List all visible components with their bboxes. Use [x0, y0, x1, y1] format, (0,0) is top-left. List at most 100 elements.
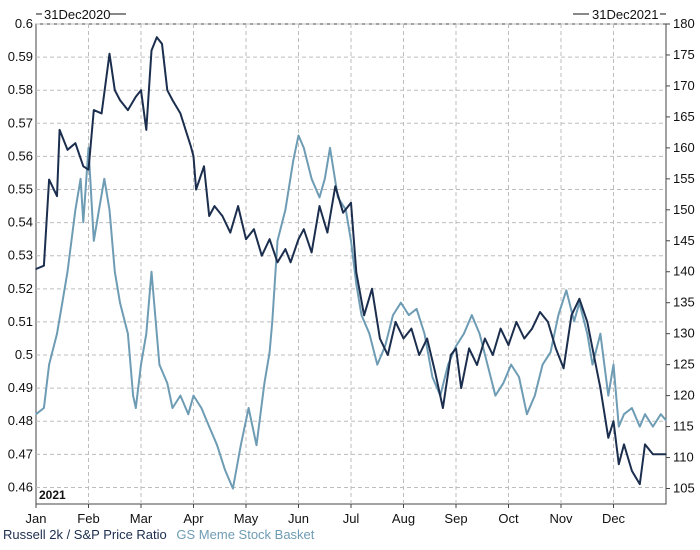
ratio-point: [468, 347, 470, 350]
ratio-point: [237, 205, 239, 207]
right-tick-label: 135: [673, 295, 695, 310]
ratio-point: [229, 231, 232, 234]
ratio-point: [245, 238, 247, 240]
meme-point: [310, 178, 313, 180]
ratio-point: [140, 89, 142, 91]
meme-point: [549, 351, 552, 354]
meme-point: [66, 270, 69, 273]
legend-meme-basket: GS Meme Stock Basket: [176, 527, 315, 542]
meme-point: [56, 332, 58, 335]
ratio-point: [612, 420, 615, 423]
ratio-point: [492, 354, 494, 356]
meme-point: [87, 147, 90, 149]
meme-point: [284, 209, 287, 211]
ratio-point: [48, 178, 50, 181]
left-tick-label: 0.47: [8, 446, 33, 461]
ratio-point: [318, 205, 321, 207]
x-tick-label: Jun: [288, 511, 309, 526]
meme-point: [93, 240, 95, 242]
right-tick-label: 120: [673, 388, 695, 403]
right-tick-label: 165: [673, 109, 695, 124]
meme-point: [526, 413, 528, 416]
range-end-marker: 31Dec2021: [573, 7, 666, 22]
ratio-point: [555, 347, 557, 350]
meme-point: [271, 320, 274, 323]
ratio-point: [145, 129, 148, 131]
ratio-point: [261, 254, 263, 257]
meme-point: [224, 469, 226, 471]
ratio-point: [108, 53, 111, 55]
ratio-point: [58, 129, 61, 131]
ratio-point: [363, 314, 365, 317]
meme-point: [631, 407, 633, 409]
meme-point: [135, 407, 137, 409]
ratio-point: [562, 367, 565, 370]
meme-point: [166, 382, 169, 385]
x-tick-label: Nov: [549, 511, 573, 526]
ratio-point: [179, 112, 182, 115]
ratio-point: [276, 261, 279, 264]
meme-point: [179, 394, 182, 397]
right-tick-label: 160: [673, 140, 695, 155]
ratio-point: [268, 238, 271, 240]
meme-point: [232, 487, 234, 490]
ratio-point: [93, 109, 95, 111]
ratio-point: [166, 89, 169, 91]
right-tick-label: 115: [673, 419, 694, 434]
meme-point: [639, 425, 641, 428]
ratio-point: [599, 387, 602, 389]
meme-point: [103, 178, 106, 180]
series-layer: [35, 36, 667, 490]
meme-point: [98, 209, 100, 211]
left-tick-label: 0.52: [8, 281, 33, 296]
meme-point: [368, 332, 371, 335]
range-start-label: 31Dec2020: [44, 7, 111, 22]
year-label: 2021: [39, 488, 66, 502]
legend-russell-ratio: Russell 2k / S&P Price Ratio: [3, 527, 167, 542]
meme-point: [360, 314, 363, 316]
series-meme-basket-line: [35, 134, 667, 490]
ratio-point: [326, 231, 329, 234]
ratio-point: [644, 443, 646, 446]
ratio-point: [570, 314, 573, 317]
meme-point: [263, 382, 266, 385]
meme-point: [240, 444, 242, 447]
meme-point: [324, 178, 326, 180]
meme-point: [268, 351, 271, 354]
ratio-point: [586, 321, 589, 323]
meme-point: [247, 407, 250, 409]
meme-point: [35, 413, 37, 416]
ratio-point: [355, 271, 358, 274]
meme-point: [119, 301, 121, 304]
ratio-point: [442, 407, 444, 409]
meme-point: [431, 376, 434, 378]
meme-point: [318, 196, 321, 199]
ratio-point: [507, 344, 510, 346]
ratio-point: [639, 483, 641, 485]
meme-point: [455, 345, 457, 347]
series-russell-ratio-line: [35, 36, 666, 486]
ratio-point: [387, 354, 389, 356]
left-tick-label: 0.56: [8, 148, 33, 163]
ratio-point: [127, 109, 129, 111]
ratio-point: [547, 321, 549, 323]
x-tick-label: Sep: [444, 511, 467, 526]
ratio-point: [484, 337, 486, 340]
left-tick-label: 0.53: [8, 248, 33, 263]
ratio-point: [434, 370, 436, 373]
meme-point: [486, 363, 489, 366]
meme-point: [591, 363, 594, 366]
left-axis-ticks: 0.6 0.59 0.58 0.57 0.56 0.55 0.54 0.53 0.52 0.51 0…: [8, 16, 33, 494]
meme-point: [502, 382, 505, 385]
x-tick-label: Dec: [602, 511, 626, 526]
ratio-point: [523, 337, 526, 340]
meme-point: [541, 363, 544, 366]
meme-point: [652, 425, 654, 428]
right-tick-label: 180: [673, 16, 695, 31]
ratio-point: [410, 327, 413, 330]
meme-point: [618, 425, 620, 428]
x-tick-label: Feb: [77, 511, 99, 526]
meme-point: [534, 394, 536, 397]
meme-point: [132, 394, 134, 397]
meme-point: [61, 301, 64, 304]
